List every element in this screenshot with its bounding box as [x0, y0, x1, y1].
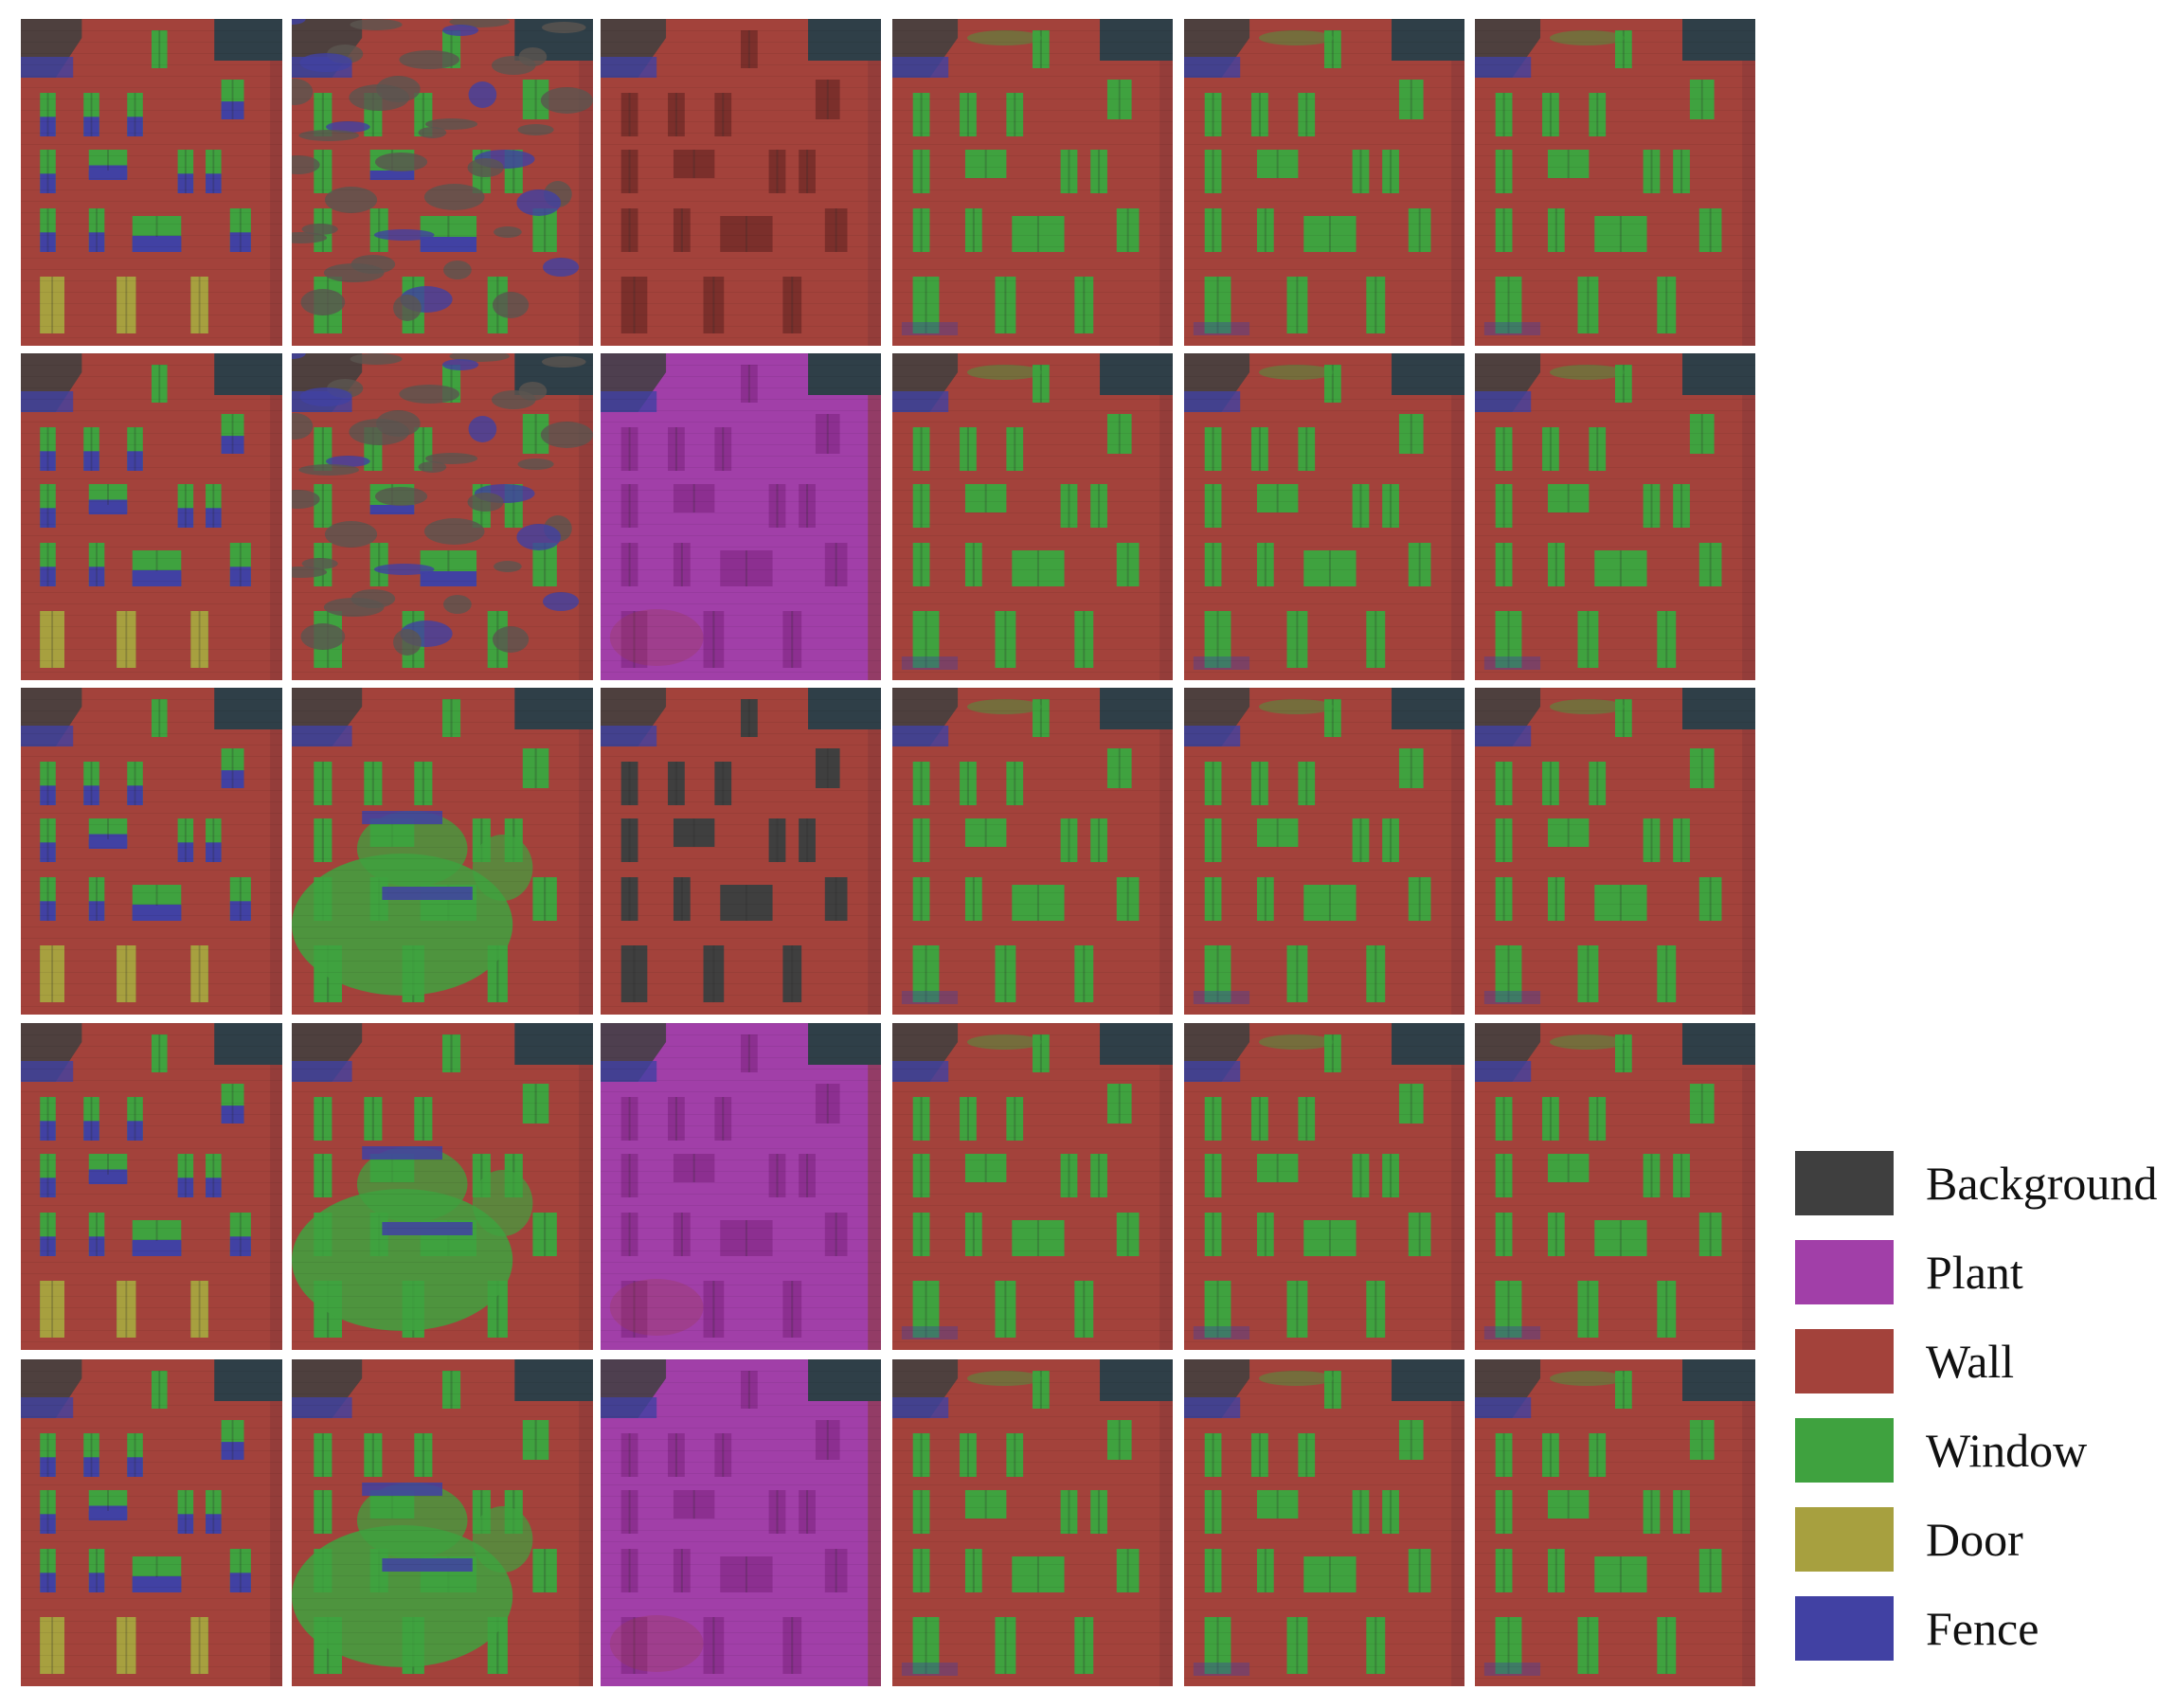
- facade-segmentation-image: [601, 688, 881, 1015]
- segmentation-results-grid: [21, 19, 1755, 1686]
- segmentation-thumbnail: [1475, 688, 1755, 1015]
- facade-segmentation-image: [1184, 1023, 1464, 1350]
- facade-segmentation-image: [1184, 353, 1464, 680]
- legend-swatch-window: [1795, 1418, 1894, 1483]
- facade-segmentation-image: [292, 19, 593, 346]
- segmentation-thumbnail: [892, 1359, 1173, 1686]
- legend-item-background: Background: [1795, 1151, 2165, 1217]
- facade-segmentation-image: [1184, 1359, 1464, 1686]
- segmentation-thumbnail: [601, 1359, 881, 1686]
- segmentation-thumbnail: [601, 1023, 881, 1350]
- segmentation-thumbnail: [1184, 688, 1464, 1015]
- legend-item-plant: Plant: [1795, 1240, 2165, 1306]
- segmentation-thumbnail: [601, 353, 881, 680]
- segmentation-thumbnail: [1184, 1023, 1464, 1350]
- segmentation-thumbnail: [1184, 1359, 1464, 1686]
- facade-segmentation-image: [292, 353, 593, 680]
- facade-segmentation-image: [601, 1359, 881, 1686]
- segmentation-thumbnail: [21, 353, 282, 680]
- segmentation-thumbnail: [892, 19, 1173, 346]
- segmentation-thumbnail: [1184, 19, 1464, 346]
- segmentation-thumbnail: [292, 1359, 593, 1686]
- facade-segmentation-image: [21, 688, 282, 1015]
- facade-segmentation-image: [1184, 19, 1464, 346]
- facade-segmentation-image: [1475, 353, 1755, 680]
- segmentation-thumbnail: [21, 1023, 282, 1350]
- segmentation-thumbnail: [292, 353, 593, 680]
- segmentation-thumbnail: [1475, 19, 1755, 346]
- facade-segmentation-image: [21, 353, 282, 680]
- legend-item-fence: Fence: [1795, 1596, 2165, 1663]
- segmentation-thumbnail: [21, 688, 282, 1015]
- legend-swatch-door: [1795, 1507, 1894, 1572]
- facade-segmentation-image: [892, 1023, 1173, 1350]
- facade-segmentation-image: [601, 353, 881, 680]
- segmentation-thumbnail: [21, 1359, 282, 1686]
- legend-label: Plant: [1926, 1246, 2023, 1299]
- facade-segmentation-image: [1184, 688, 1464, 1015]
- legend-label: Window: [1926, 1424, 2088, 1477]
- segmentation-thumbnail: [601, 688, 881, 1015]
- facade-segmentation-image: [892, 19, 1173, 346]
- facade-segmentation-image: [601, 19, 881, 346]
- segmentation-thumbnail: [21, 19, 282, 346]
- segmentation-thumbnail: [601, 19, 881, 346]
- legend-swatch-fence: [1795, 1596, 1894, 1661]
- segmentation-thumbnail: [1184, 353, 1464, 680]
- segmentation-thumbnail: [892, 353, 1173, 680]
- legend-label: Door: [1926, 1513, 2023, 1566]
- legend-item-window: Window: [1795, 1418, 2165, 1484]
- segmentation-thumbnail: [292, 1023, 593, 1350]
- legend-label: Background: [1926, 1157, 2158, 1210]
- segmentation-thumbnail: [1475, 1023, 1755, 1350]
- segmentation-thumbnail: [1475, 353, 1755, 680]
- legend-item-door: Door: [1795, 1507, 2165, 1573]
- segmentation-thumbnail: [892, 1023, 1173, 1350]
- facade-segmentation-image: [21, 1359, 282, 1686]
- segmentation-thumbnail: [1475, 1359, 1755, 1686]
- facade-segmentation-image: [292, 688, 593, 1015]
- facade-segmentation-image: [1475, 1023, 1755, 1350]
- facade-segmentation-image: [892, 688, 1173, 1015]
- facade-segmentation-image: [892, 353, 1173, 680]
- legend-swatch-plant: [1795, 1240, 1894, 1304]
- legend-item-wall: Wall: [1795, 1329, 2165, 1395]
- facade-segmentation-image: [1475, 19, 1755, 346]
- facade-segmentation-image: [292, 1023, 593, 1350]
- facade-segmentation-image: [1475, 1359, 1755, 1686]
- facade-segmentation-image: [1475, 688, 1755, 1015]
- legend-swatch-background: [1795, 1151, 1894, 1215]
- segmentation-thumbnail: [292, 688, 593, 1015]
- facade-segmentation-image: [892, 1359, 1173, 1686]
- facade-segmentation-image: [21, 19, 282, 346]
- facade-segmentation-image: [292, 1359, 593, 1686]
- segmentation-thumbnail: [892, 688, 1173, 1015]
- facade-segmentation-image: [601, 1023, 881, 1350]
- legend-label: Fence: [1926, 1602, 2039, 1655]
- legend-swatch-wall: [1795, 1329, 1894, 1393]
- facade-segmentation-image: [21, 1023, 282, 1350]
- segmentation-thumbnail: [292, 19, 593, 346]
- legend-label: Wall: [1926, 1335, 2015, 1388]
